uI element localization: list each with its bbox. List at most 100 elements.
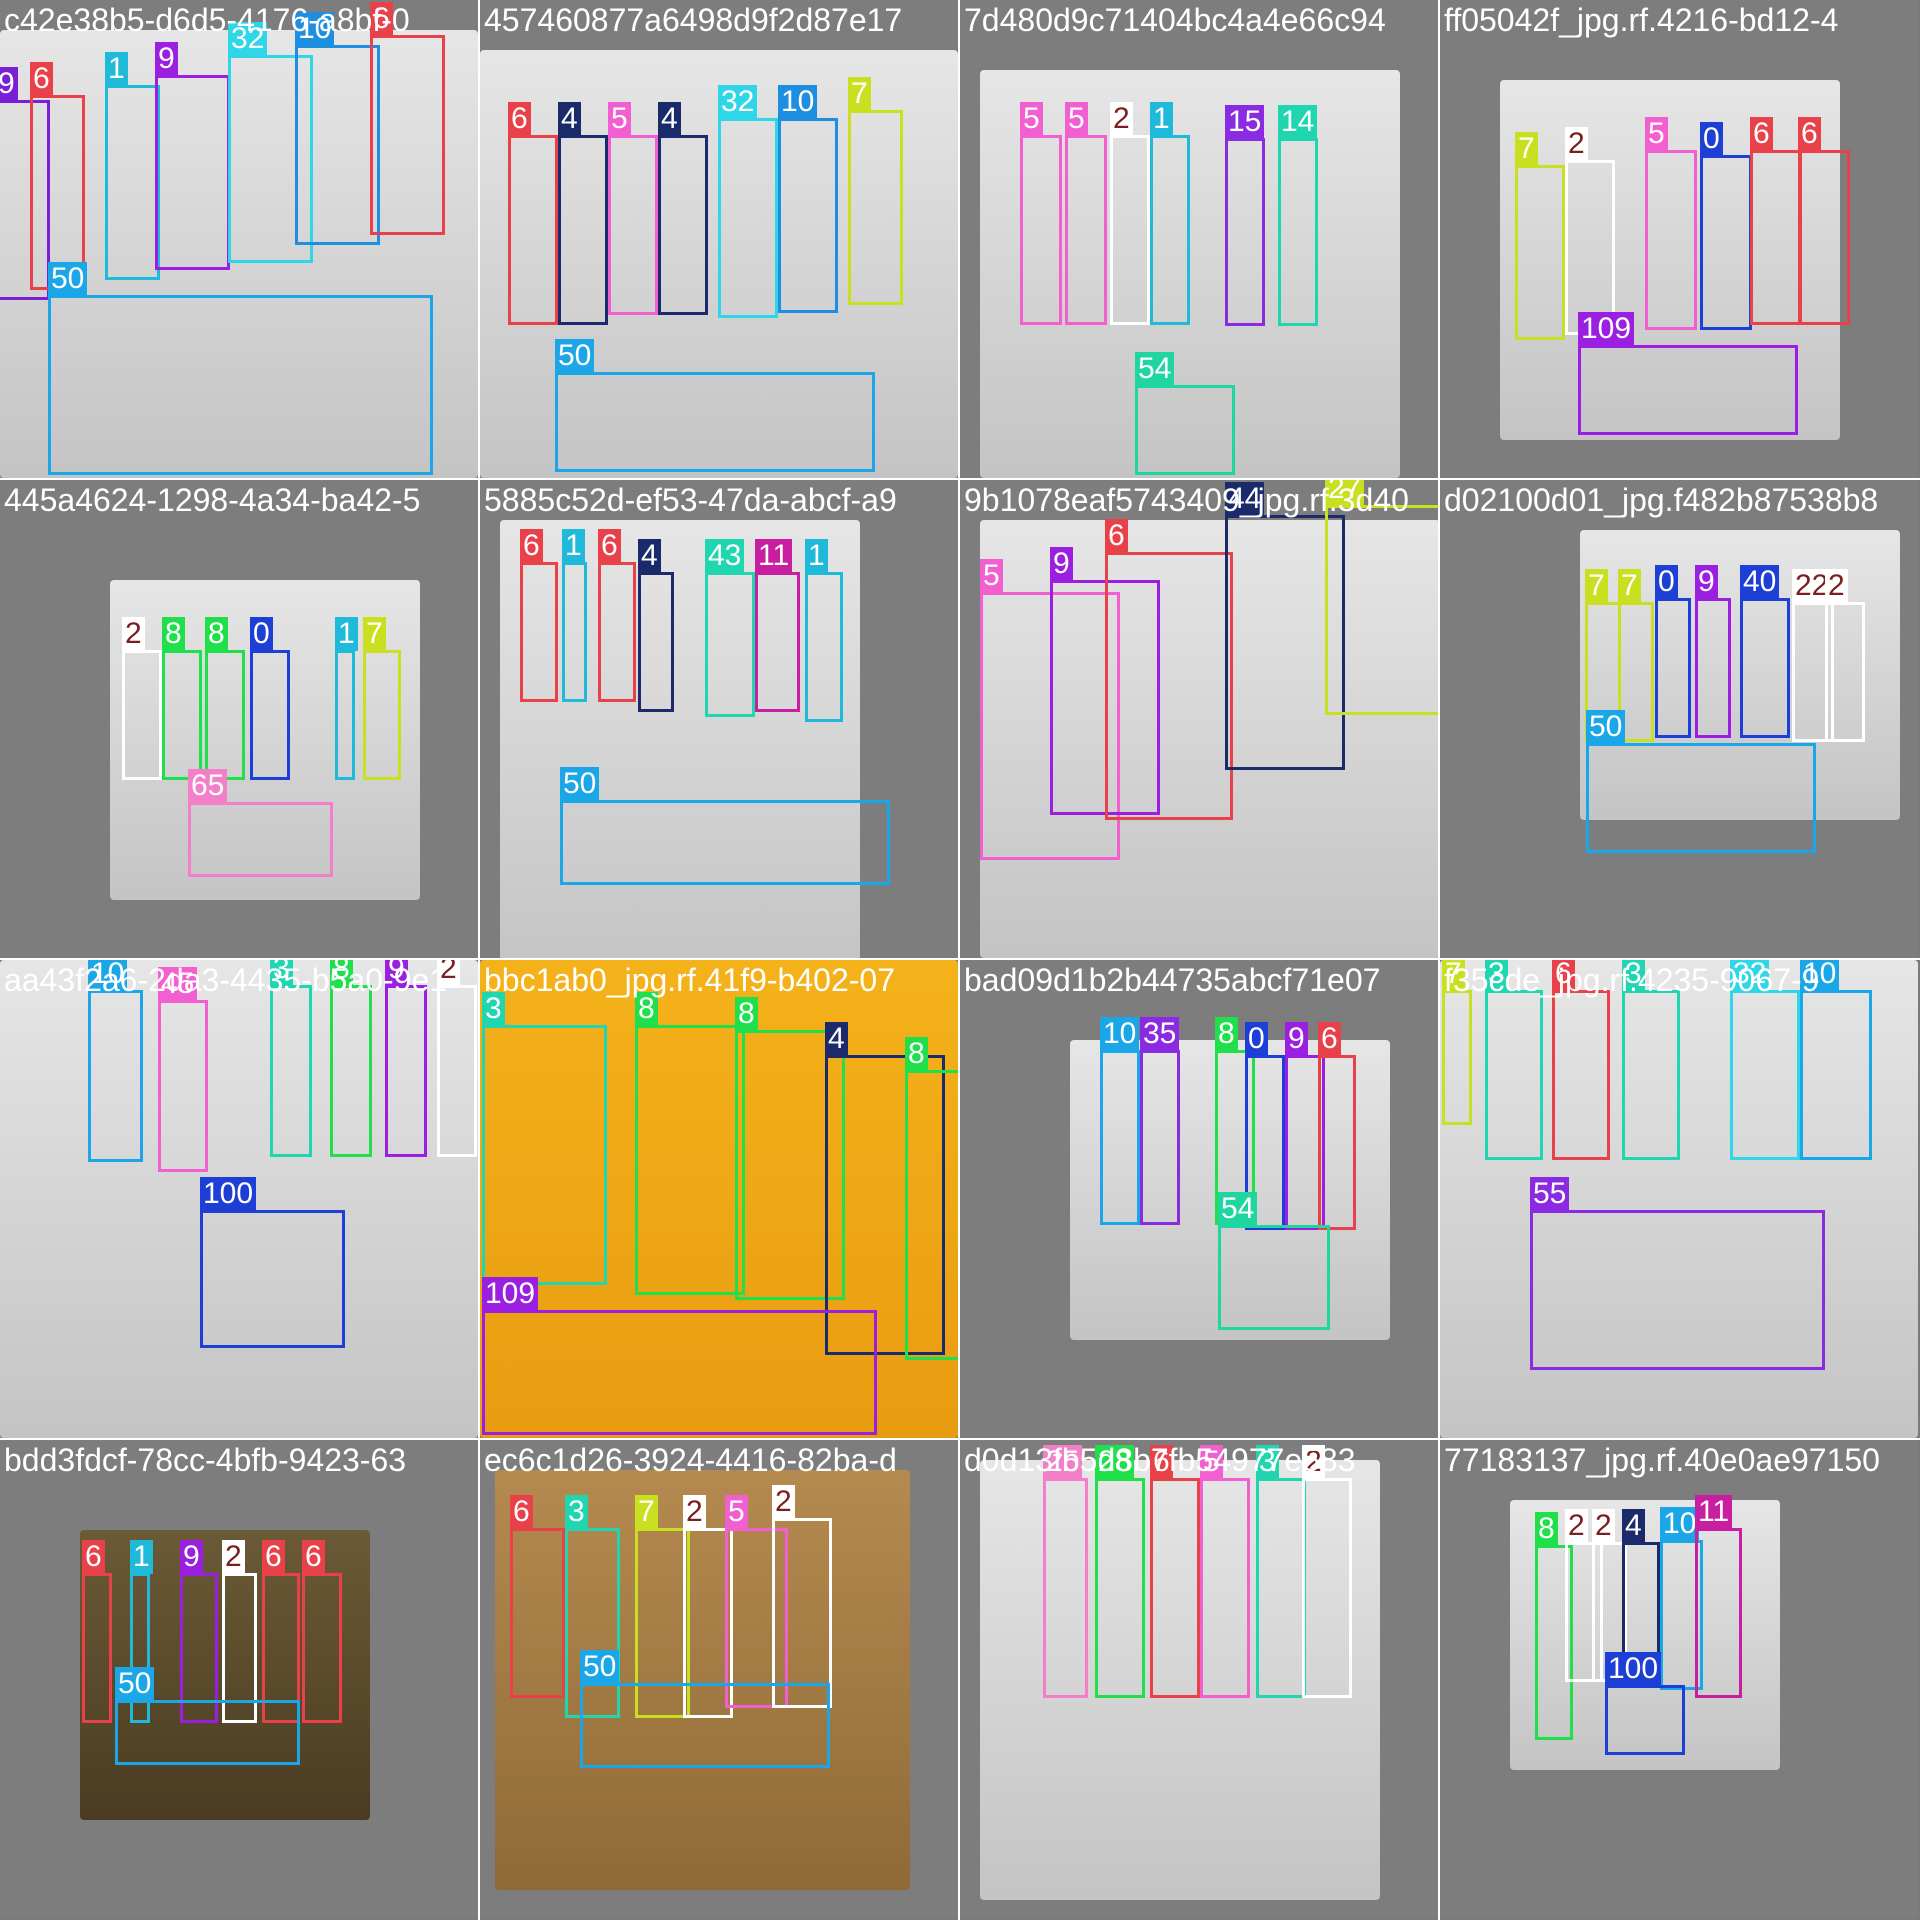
class-label: 50 (580, 1650, 620, 1684)
class-label: 5 (1645, 117, 1668, 151)
bounding-box: 54 (1135, 352, 1235, 475)
class-label: 2 (683, 1495, 706, 1529)
bounding-box: 7 (1442, 960, 1472, 1125)
class-label: 32 (718, 85, 758, 119)
bounding-box: 11 (755, 539, 800, 712)
grid-divider (1438, 0, 1440, 1920)
bounding-box: 1 (335, 617, 358, 780)
class-label: 7 (1442, 960, 1465, 991)
grid-divider (958, 0, 960, 1920)
class-label: 35 (1140, 1017, 1180, 1051)
bounding-box: 54 (1218, 1192, 1330, 1330)
class-label: 5 (1020, 102, 1043, 136)
class-label: 9 (1695, 565, 1718, 599)
class-label: 45 (158, 967, 198, 1001)
bounding-box: 3 (1485, 960, 1543, 1160)
tile-filename: 7d480d9c71404bc4a4e66c94 (964, 2, 1386, 38)
class-label: 32 (1730, 960, 1770, 991)
license-plate-region (1500, 80, 1840, 440)
bounding-box: 1 (805, 539, 843, 722)
class-label: 7 (1618, 569, 1641, 603)
class-label: 7 (1515, 132, 1538, 166)
class-label: 2 (222, 1540, 245, 1574)
class-label: 25 (1043, 1445, 1083, 1479)
class-label: 6 (1150, 1445, 1173, 1479)
license-plate-region (480, 960, 958, 1438)
bounding-box: 5 (1645, 117, 1697, 330)
bounding-box: 2 (1302, 1445, 1352, 1698)
class-label: 8 (735, 997, 758, 1031)
image-tile: 457460877a6498d9f2d87e17 6 4 5 4 32 10 7 50 (480, 0, 958, 478)
bounding-box: 8 (1535, 1512, 1573, 1740)
license-plate-region (1070, 1040, 1390, 1340)
image-tile: ec6c1d26-3924-4416-82ba-d 6 3 7 2 5 2 50 (480, 1440, 958, 1918)
class-label: 2 (437, 960, 460, 986)
bounding-box: 100 (200, 1177, 345, 1348)
class-label: 6 (370, 2, 393, 36)
class-label: 28 (1095, 1445, 1135, 1479)
bounding-box: 4 (825, 1022, 945, 1355)
class-label: 2 (1565, 127, 1588, 161)
bounding-box: 6 (302, 1540, 342, 1723)
class-label: 50 (555, 339, 595, 373)
class-label: 6 (262, 1540, 285, 1574)
class-label: 5 (980, 559, 1003, 593)
bounding-box: 7 (363, 617, 401, 780)
tile-filename: f35cde_jpg.rf.4235-9067-9 (1444, 962, 1820, 998)
bounding-box: 6 (30, 62, 85, 290)
class-label: 3 (1256, 1445, 1279, 1479)
class-label: 7 (635, 1495, 658, 1529)
class-label: 100 (200, 1177, 257, 1211)
bounding-box: 50 (580, 1650, 830, 1768)
bounding-box: 9 (1285, 1022, 1325, 1230)
class-label: 0 (1245, 1022, 1268, 1056)
bounding-box: 100 (1605, 1652, 1685, 1755)
class-label: 2 (772, 1485, 795, 1519)
class-label: 6 (1105, 519, 1128, 553)
class-label: 8 (162, 617, 185, 651)
bounding-box: 6 (262, 1540, 300, 1723)
image-tile: d02100d01_jpg.f482b87538b8 7 7 0 9 40 22 2 50 (1440, 480, 1918, 958)
bounding-box: 55 (1530, 1177, 1825, 1370)
bounding-box: 10 (1100, 1017, 1140, 1225)
class-label: 43 (705, 539, 745, 573)
bounding-box: 5 (725, 1495, 788, 1708)
class-label: 10 (88, 960, 128, 991)
bounding-box: 9 (155, 42, 230, 270)
class-label: 1 (130, 1540, 153, 1574)
bounding-box: 32 (718, 85, 778, 318)
tile-filename: 457460877a6498d9f2d87e17 (484, 2, 903, 38)
tile-filename: 5885c52d-ef53-47da-abcf-a9 (484, 482, 897, 518)
bounding-box: 2 (1565, 1509, 1603, 1682)
class-label: 1 (805, 539, 828, 573)
class-label: 50 (115, 1667, 155, 1701)
class-label: 2 (122, 617, 145, 651)
bounding-box: 5 (1200, 1445, 1250, 1698)
bounding-box: 6 (370, 2, 445, 235)
image-tile: bad09d1b2b44735abcf71e07 10 35 8 0 9 6 54 (960, 960, 1438, 1438)
class-label: 6 (598, 529, 621, 563)
class-label: 14 (1278, 105, 1318, 139)
bounding-box: 15 (1225, 105, 1265, 326)
bounding-box: 4 (638, 539, 674, 712)
bounding-box: 6 (598, 529, 636, 702)
bounding-box: 3 (1256, 1445, 1306, 1698)
bounding-box: 2 (437, 960, 477, 1157)
bounding-box: 3 (270, 960, 312, 1157)
bounding-box: 5 (1065, 102, 1107, 325)
bounding-box: 9 (0, 67, 50, 300)
class-label: 3 (565, 1495, 588, 1529)
image-tile: d0d13fb5d8b7fb54977e583 25 28 6 5 3 2 (960, 1440, 1438, 1918)
bounding-box: 35 (1140, 1017, 1180, 1225)
bounding-box: 40 (1740, 565, 1790, 738)
bounding-box: 1 (1150, 102, 1190, 325)
grid-divider (0, 958, 1920, 960)
bounding-box: 6 (1798, 117, 1850, 325)
bounding-box: 28 (1095, 1445, 1145, 1698)
tile-filename: aa43f2a6-2da3-4435-b5a0-9e1 (4, 962, 448, 998)
bounding-box: 65 (188, 769, 333, 877)
image-tile: bbc1ab0_jpg.rf.41f9-b402-07 3 8 8 4 8 109 (480, 960, 958, 1438)
class-label: 44 (1225, 482, 1265, 516)
bounding-box: 22 (1792, 569, 1834, 742)
